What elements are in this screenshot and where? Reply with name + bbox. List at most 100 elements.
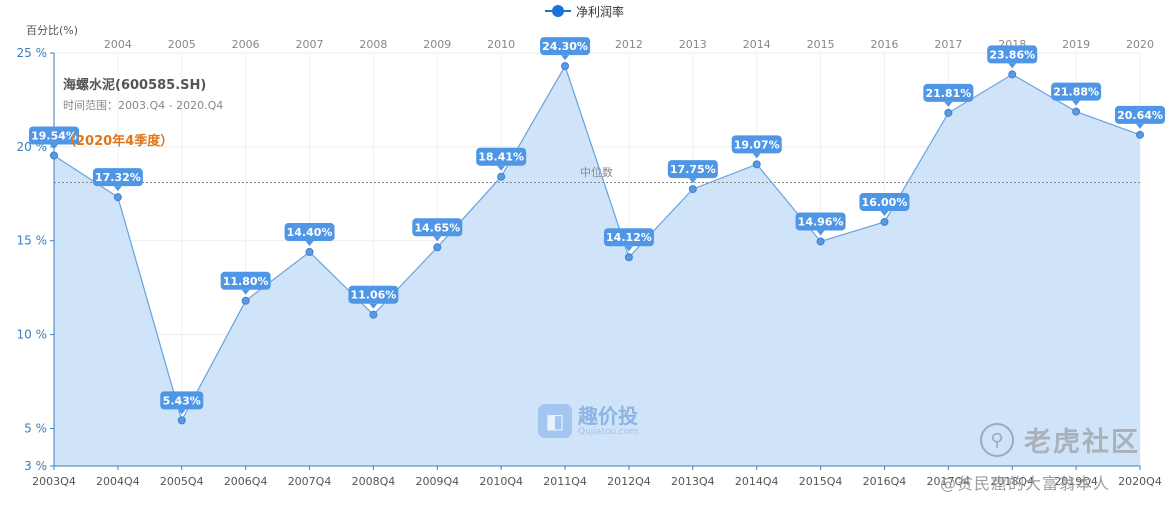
x-tick-label: 2007Q4: [288, 475, 332, 488]
data-point[interactable]: [433, 243, 442, 252]
x-tick-label: 2004Q4: [96, 475, 140, 488]
data-label-bg: [1051, 82, 1102, 101]
data-label-bg: [795, 212, 846, 231]
data-label-bg: [348, 285, 399, 304]
data-label-pointer: [752, 153, 761, 159]
data-label-pointer: [624, 246, 633, 252]
data-label-pointer: [50, 144, 58, 150]
data-point[interactable]: [1008, 70, 1017, 79]
data-labels: 19.54% 17.32% 5.43% 11.80% 14.40% 11.06% 14.65…: [29, 37, 1165, 415]
x-tick-label: 2008Q4: [352, 475, 396, 488]
x-tick-label: 2013Q4: [671, 475, 715, 488]
qujiatou-logo: ◧ 趣价投 Qujiatou.com: [538, 404, 638, 438]
data-label-bg: [29, 126, 79, 145]
logo-sub: Qujiatou.com: [578, 427, 639, 437]
data-point[interactable]: [241, 296, 250, 305]
data-label-bg: [412, 218, 463, 237]
data-point[interactable]: [816, 237, 825, 246]
data-point[interactable]: [688, 185, 697, 194]
data-point[interactable]: [50, 151, 58, 160]
top-tick-label: 2010: [487, 38, 515, 51]
data-label-text: 19.54%: [31, 129, 77, 142]
top-tick-label: 2014: [743, 38, 771, 51]
data-point[interactable]: [1136, 130, 1144, 139]
data-label-text: 24.30%: [542, 40, 588, 53]
data-label: 14.96%: [795, 212, 846, 236]
legend[interactable]: 净利润率: [545, 2, 624, 20]
x-tick-label: 2016Q4: [863, 475, 907, 488]
data-label-pointer: [113, 186, 122, 192]
data-label-bg: [731, 135, 782, 154]
series-line: [53, 64, 1141, 422]
x-tick-label: 2009Q4: [415, 475, 459, 488]
data-label: 16.00%: [859, 192, 910, 216]
watermark-author: @贫民窟的大富翁本人: [940, 474, 1111, 493]
data-point[interactable]: [177, 416, 186, 425]
x-tick-label: 2019Q4: [1054, 475, 1098, 488]
data-point[interactable]: [880, 217, 889, 226]
data-label-bg: [284, 222, 335, 241]
x-tick-label: 2003Q4: [32, 475, 76, 488]
data-label: 14.40%: [284, 222, 335, 246]
data-label: 5.43%: [160, 391, 204, 415]
data-label: 14.12%: [603, 228, 654, 252]
data-label-bg: [923, 83, 974, 102]
y-tick-label: 5 %: [24, 421, 47, 435]
data-point[interactable]: [944, 108, 953, 117]
series-area: [54, 66, 1140, 467]
data-label-bg: [603, 228, 654, 247]
data-point[interactable]: [752, 160, 761, 169]
data-point[interactable]: [561, 62, 570, 71]
x-tick-label: 2010Q4: [479, 475, 523, 488]
data-label: 17.32%: [92, 168, 143, 192]
data-label-text: 14.40%: [287, 226, 333, 239]
time-range: 时间范围：2003.Q4 - 2020.Q4: [63, 99, 224, 112]
data-label: 21.88%: [1051, 82, 1102, 106]
data-label-text: 11.06%: [350, 289, 396, 302]
data-label-pointer: [433, 236, 442, 242]
x-tick-label: 2005Q4: [160, 475, 204, 488]
top-tick-label: 2006: [232, 38, 260, 51]
data-label-bg: [476, 147, 527, 166]
data-label-pointer: [241, 289, 250, 295]
data-point[interactable]: [497, 172, 506, 181]
data-label-bg: [220, 271, 271, 290]
data-label-text: 5.43%: [163, 394, 201, 407]
data-label-bg: [92, 168, 143, 187]
data-label-text: 20.64%: [1117, 109, 1163, 122]
data-point[interactable]: [624, 253, 633, 262]
data-label-pointer: [1072, 100, 1081, 106]
data-label-bg: [987, 45, 1038, 64]
data-label-text: 11.80%: [223, 275, 269, 288]
data-point[interactable]: [1072, 107, 1081, 116]
data-label-text: 14.96%: [798, 215, 844, 228]
x-tick-label: 2017Q4: [927, 475, 971, 488]
y-tick-label: 25 %: [17, 46, 48, 60]
data-label: 19.54%: [29, 126, 79, 150]
data-label-pointer: [369, 303, 378, 309]
data-label-text: 21.81%: [925, 87, 971, 100]
data-point[interactable]: [369, 310, 378, 319]
data-label: 24.30%: [540, 37, 591, 61]
data-label-pointer: [944, 101, 953, 107]
data-label: 14.65%: [412, 218, 463, 242]
top-tick-label: 2016: [870, 38, 898, 51]
x-tick-label: 2018Q4: [990, 475, 1034, 488]
data-label-pointer: [561, 55, 570, 61]
data-point[interactable]: [305, 247, 314, 256]
top-tick-label: 2015: [807, 38, 835, 51]
data-points: [50, 62, 1144, 425]
x-tick-label: 2012Q4: [607, 475, 651, 488]
data-label-pointer: [1008, 63, 1017, 69]
legend-label: 净利润率: [576, 4, 625, 19]
y-tick-label: 3 %: [24, 459, 47, 473]
data-label: 18.41%: [476, 147, 527, 171]
data-label-text: 19.07%: [734, 138, 780, 151]
legend-swatch-icon: [545, 5, 571, 17]
median-label: 中位数: [580, 166, 613, 179]
data-label-text: 23.86%: [989, 48, 1035, 61]
data-point[interactable]: [113, 193, 122, 202]
data-label-pointer: [497, 165, 506, 171]
top-tick-label: 2009: [423, 38, 451, 51]
